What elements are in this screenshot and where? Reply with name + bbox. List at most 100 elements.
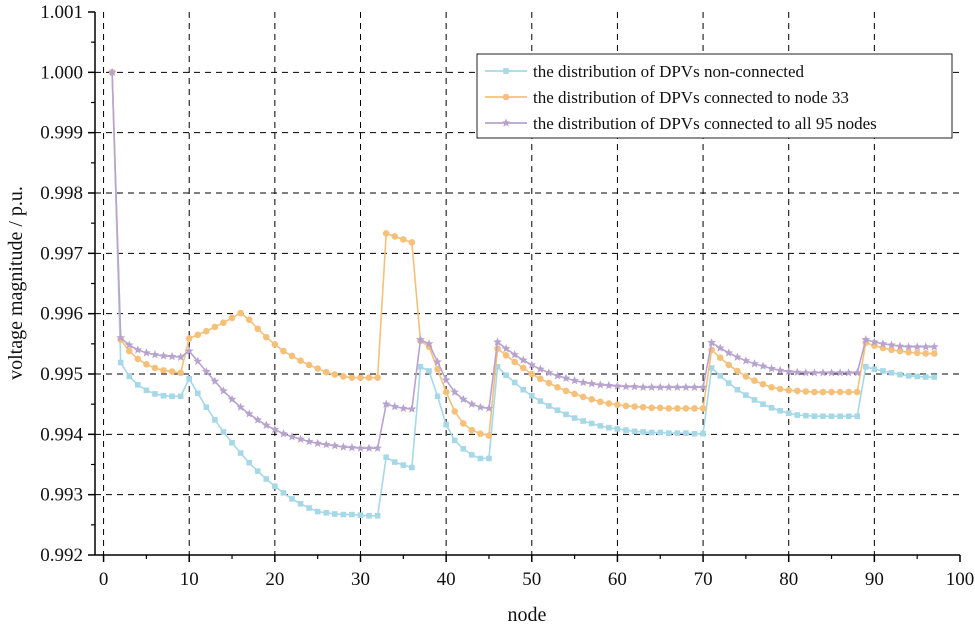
data-point: [836, 388, 844, 396]
data-point: [699, 405, 707, 412]
data-point: [390, 401, 400, 411]
data-point: [494, 363, 501, 370]
data-point: [862, 363, 869, 370]
data-point: [741, 356, 751, 365]
data-point: [888, 369, 895, 376]
data-point: [451, 408, 459, 415]
x-tick-label: 60: [608, 569, 627, 590]
data-point: [151, 364, 159, 372]
axes: [88, 11, 961, 562]
data-point: [750, 359, 759, 368]
data-point: [254, 325, 262, 333]
data-point: [177, 393, 184, 400]
data-point: [734, 386, 741, 393]
data-point: [441, 375, 451, 384]
data-point: [297, 357, 304, 365]
data-point: [717, 373, 723, 379]
y-tick-label: 0.994: [40, 424, 83, 445]
data-point: [142, 348, 151, 357]
data-point: [347, 443, 357, 452]
data-point: [792, 367, 802, 376]
data-point: [716, 354, 724, 362]
data-point: [338, 442, 348, 451]
x-tick-label: 10: [180, 569, 199, 590]
data-point: [811, 388, 818, 396]
data-point: [364, 443, 374, 452]
data-point: [588, 420, 595, 427]
legend-box: [476, 53, 953, 139]
data-point: [597, 423, 604, 429]
data-point: [664, 382, 674, 391]
data-point: [656, 404, 664, 412]
data-point: [725, 361, 733, 369]
data-point: [819, 388, 827, 396]
data-point: [493, 337, 502, 346]
data-point: [578, 377, 588, 387]
data-point: [381, 399, 391, 408]
data-point: [366, 512, 372, 519]
data-point: [724, 348, 734, 357]
x-tick-label: 90: [865, 569, 884, 590]
data-point: [844, 368, 854, 377]
data-point: [212, 417, 218, 423]
data-point: [587, 379, 597, 388]
data-point: [810, 368, 819, 377]
data-point: [767, 363, 776, 373]
data-point: [117, 359, 124, 366]
data-point: [193, 356, 203, 366]
data-point: [408, 239, 416, 246]
data-point: [297, 500, 304, 507]
data-point: [314, 365, 321, 372]
data-point: [416, 335, 425, 344]
data-point: [801, 368, 811, 377]
data-point: [330, 441, 340, 450]
data-point: [176, 352, 186, 361]
data-point: [220, 429, 227, 435]
data-point: [211, 323, 219, 331]
data-point: [595, 380, 605, 389]
data-point: [880, 368, 886, 374]
data-point: [168, 368, 176, 375]
data-point: [374, 374, 381, 381]
data-point: [758, 361, 768, 370]
data-point: [554, 383, 561, 391]
data-point: [614, 426, 621, 432]
y-tick-label: 0.995: [40, 364, 83, 385]
data-point: [442, 388, 450, 396]
data-point: [383, 454, 389, 461]
y-tick-label: 0.999: [40, 123, 83, 144]
data-point: [647, 382, 657, 391]
data-point: [535, 364, 545, 373]
data-point: [734, 367, 741, 375]
data-point: [306, 505, 312, 511]
data-point: [194, 390, 201, 397]
data-point: [340, 373, 347, 380]
data-point: [219, 386, 228, 395]
data-point: [365, 374, 373, 381]
data-point: [683, 430, 689, 436]
data-point: [579, 393, 587, 401]
data-point: [665, 405, 673, 412]
data-point: [227, 394, 237, 404]
data-point: [186, 376, 193, 382]
data-point: [571, 415, 578, 421]
data-point: [655, 382, 665, 391]
data-point: [185, 335, 193, 342]
data-point: [458, 394, 468, 404]
data-point: [511, 358, 518, 366]
data-point: [777, 408, 783, 414]
data-point: [648, 429, 655, 436]
data-point: [674, 405, 681, 412]
data-point: [835, 368, 845, 377]
data-point: [305, 361, 313, 369]
data-point: [477, 455, 484, 462]
data-point: [922, 374, 929, 380]
y-tick-label: 0.993: [40, 485, 83, 506]
data-point: [604, 380, 614, 390]
data-point: [357, 512, 364, 518]
data-point: [143, 361, 150, 368]
x-tick-label: 20: [265, 569, 284, 590]
data-point: [742, 373, 750, 380]
data-point: [400, 236, 407, 243]
data-point: [811, 413, 818, 420]
